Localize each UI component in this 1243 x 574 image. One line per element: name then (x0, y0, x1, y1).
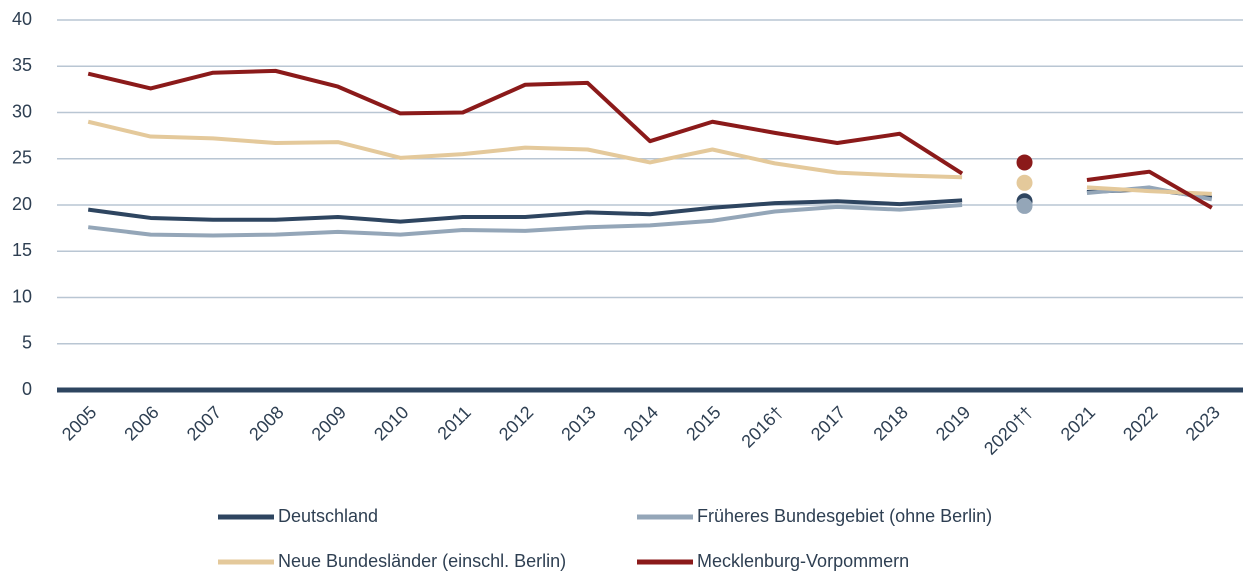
x-tick-label: 2019 (932, 402, 974, 444)
legend-label: Neue Bundesländer (einschl. Berlin) (278, 551, 566, 571)
legend-label: Früheres Bundesgebiet (ohne Berlin) (697, 506, 992, 526)
x-tick-label: 2012 (495, 402, 537, 444)
y-tick-label: 0 (22, 379, 32, 399)
y-tick-label: 30 (12, 101, 32, 121)
x-tick-label: 2016† (737, 402, 787, 452)
x-tick-label: 2023 (1182, 402, 1224, 444)
legend-label: Deutschland (278, 506, 378, 526)
x-tick-label: 2017 (807, 402, 849, 444)
x-tick-label: 2010 (370, 402, 412, 444)
series-marker (1016, 197, 1033, 214)
x-tick-label: 2015 (682, 402, 724, 444)
x-tick-label: 2022 (1119, 402, 1161, 444)
series-marker (1016, 174, 1033, 191)
x-tick-label: 2009 (308, 402, 350, 444)
x-tick-label: 2021 (1057, 402, 1099, 444)
series-line (87, 185, 1213, 238)
x-tick-label: 2014 (620, 402, 662, 444)
y-tick-label: 35 (12, 55, 32, 75)
series-marker (1016, 154, 1033, 171)
x-tick-label: 2018 (869, 402, 911, 444)
series-line (87, 68, 1213, 210)
y-tick-label: 10 (12, 286, 32, 306)
y-tick-label: 25 (12, 148, 32, 168)
x-tick-label: 2007 (183, 402, 225, 444)
series-line (87, 119, 1212, 196)
y-tick-label: 40 (12, 9, 32, 29)
x-tick-label: 2020†† (980, 402, 1037, 459)
x-tick-label: 2013 (557, 402, 599, 444)
x-tick-label: 2005 (58, 402, 100, 444)
x-tick-label: 2011 (433, 402, 475, 444)
y-tick-label: 5 (22, 333, 32, 353)
y-tick-label: 15 (12, 240, 32, 260)
x-tick-label: 2006 (120, 402, 162, 444)
y-tick-label: 20 (12, 194, 32, 214)
x-tick-label: 2008 (245, 402, 287, 444)
legend-label: Mecklenburg-Vorpommern (697, 551, 909, 571)
